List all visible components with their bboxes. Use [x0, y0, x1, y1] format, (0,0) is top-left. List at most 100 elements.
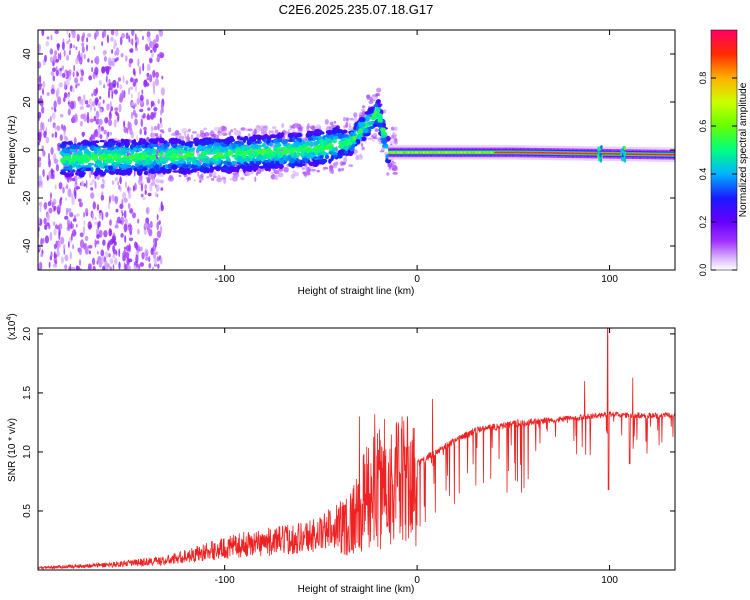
heatmap-cell — [83, 53, 86, 60]
heatmap-cell — [287, 139, 293, 143]
heatmap-cell — [60, 197, 63, 201]
heatmap-cell — [74, 112, 78, 120]
heatmap-cell — [78, 160, 83, 165]
heatmap-cell — [71, 266, 76, 270]
heatmap-cell — [150, 111, 155, 120]
heatmap-cell — [121, 90, 124, 94]
heatmap-cell — [46, 92, 50, 96]
heatmap-cell — [171, 164, 178, 171]
heatmap-cell — [124, 235, 127, 243]
heatmap-cell — [126, 127, 129, 134]
heatmap-cell — [329, 121, 334, 126]
heatmap-cell — [145, 217, 150, 224]
heatmap-cell — [47, 118, 50, 123]
heatmap-cell — [547, 152, 550, 154]
heatmap-cell — [245, 166, 248, 172]
colorbar: 0.00.20.40.60.8 Normalized spectral ampl… — [698, 29, 749, 276]
heatmap-cell — [372, 137, 378, 140]
heatmap-cell — [63, 96, 66, 103]
heatmap-cell — [649, 153, 651, 156]
heatmap-cell — [118, 261, 121, 270]
heatmap-cell — [328, 159, 332, 163]
heatmap-cell — [53, 253, 58, 259]
heatmap-cell — [123, 126, 128, 134]
heatmap-cell — [128, 87, 131, 95]
heatmap-cell — [236, 156, 240, 160]
heatmap-cell — [105, 75, 108, 83]
heatmap-cell — [613, 153, 615, 155]
heatmap-cell — [104, 117, 109, 124]
heatmap-cell — [156, 214, 159, 221]
heatmap-cell — [120, 138, 125, 144]
heatmap-cell — [160, 150, 164, 155]
heatmap-cell — [88, 250, 91, 255]
heatmap-cell — [160, 166, 164, 170]
heatmap-y-tick-label: 0 — [22, 147, 33, 153]
heatmap-cell — [332, 138, 337, 144]
heatmap-cell — [616, 153, 619, 155]
heatmap-cell — [49, 56, 53, 63]
heatmap-cell — [221, 176, 226, 180]
heatmap-cell — [107, 57, 112, 66]
heatmap-cell — [588, 152, 590, 155]
heatmap-cell — [238, 137, 246, 141]
heatmap-cell — [665, 153, 667, 156]
heatmap-cell — [76, 33, 80, 42]
heatmap-cell — [367, 137, 373, 140]
heatmap-cell — [281, 139, 288, 145]
heatmap-cell — [517, 151, 520, 154]
heatmap-cell — [480, 151, 483, 154]
heatmap-cell — [75, 265, 81, 270]
heatmap-cell — [43, 130, 47, 138]
heatmap-cell — [55, 163, 60, 172]
heatmap-cell — [254, 176, 257, 182]
heatmap-cell — [152, 178, 156, 184]
heatmap-cell — [376, 99, 381, 104]
heatmap-cell — [86, 111, 90, 120]
heatmap-cell — [487, 151, 490, 154]
heatmap-cell — [147, 192, 152, 197]
heatmap-cell — [160, 52, 165, 58]
heatmap-cell — [364, 112, 371, 115]
heatmap-cell — [160, 102, 164, 111]
heatmap-cell — [97, 148, 103, 154]
heatmap-cell — [128, 243, 131, 253]
heatmap-cell — [454, 151, 456, 154]
heatmap-cell — [117, 81, 119, 89]
heatmap-cell — [66, 219, 71, 227]
heatmap-cell — [172, 153, 180, 157]
heatmap-cell — [171, 144, 177, 147]
heatmap-cell — [49, 48, 53, 55]
heatmap-cell — [85, 179, 88, 189]
heatmap-cell — [629, 153, 632, 155]
heatmap-cell — [38, 50, 41, 55]
heatmap-cell — [380, 127, 387, 132]
heatmap-cell — [284, 158, 288, 162]
heatmap-cell — [161, 75, 164, 80]
heatmap-cell — [211, 133, 217, 137]
heatmap-cell — [142, 35, 144, 41]
heatmap-cell — [502, 151, 505, 154]
heatmap-cell — [132, 212, 136, 219]
heatmap-cell — [69, 251, 72, 260]
heatmap-cell — [390, 134, 395, 140]
heatmap-cell — [38, 180, 41, 188]
heatmap-cell — [121, 147, 126, 153]
heatmap-cell — [112, 154, 119, 159]
heatmap-cell — [341, 140, 348, 146]
heatmap-cell — [537, 151, 539, 154]
heatmap-cell — [442, 151, 445, 154]
heatmap-cell — [145, 250, 148, 259]
heatmap-cell — [283, 166, 289, 173]
heatmap-cell — [387, 162, 393, 168]
heatmap-cell — [90, 187, 94, 191]
heatmap-cell — [635, 153, 637, 156]
heatmap-cell — [160, 225, 163, 234]
heatmap-cell — [96, 240, 100, 245]
heatmap-cell — [207, 144, 213, 149]
heatmap-cell — [290, 173, 296, 179]
heatmap-cell — [90, 60, 93, 64]
heatmap-cell — [242, 167, 246, 172]
heatmap-cell — [373, 123, 378, 128]
heatmap-cell — [60, 143, 67, 147]
